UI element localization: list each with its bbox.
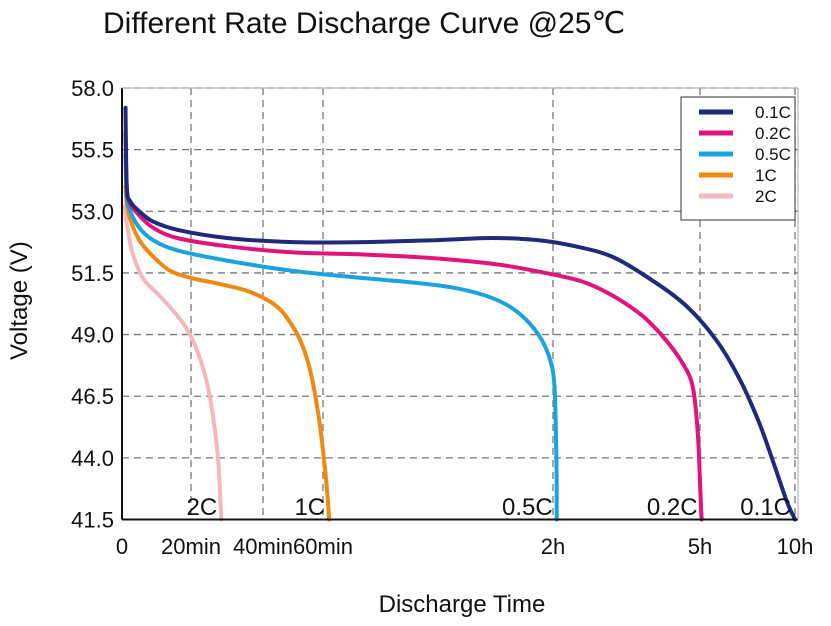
curve-end-label: 1C [294,494,325,521]
legend-item: 0.1C [699,103,791,122]
series-line-0_2C [123,130,704,522]
y-tick-label: 49.0 [71,323,114,348]
x-tick-label: 0 [116,534,128,559]
y-tick-label: 46.5 [71,384,114,409]
y-tick-label: 41.5 [71,508,114,533]
series-line-0_5C [123,152,559,522]
y-tick-label: 51.5 [71,261,114,286]
chart-title: Different Rate Discharge Curve @25℃ [103,7,625,40]
series-line-0_1C [123,105,797,522]
legend-item: 1C [699,166,777,185]
x-tick-label: 5h [688,534,712,559]
y-tick-label: 44.0 [71,446,114,471]
legend-label: 1C [755,166,777,185]
legend-item: 0.5C [699,145,791,164]
series-line-2C [122,204,224,522]
curve-end-labels: 0.1C 0.2C 0.5C 1C 2C [187,494,791,521]
y-tick-label: 58.0 [71,76,114,101]
legend-label: 2C [755,187,777,206]
legend-label: 0.1C [755,103,791,122]
legend-label: 0.5C [755,145,791,164]
y-axis-label: Voltage (V) [6,241,33,360]
legend-label: 0.2C [755,124,791,143]
curve-end-label: 0.5C [502,494,553,521]
legend-box [680,96,796,221]
x-axis-label: Discharge Time [379,591,546,618]
x-tick-label: 60min [293,534,353,559]
y-tick-label: 55.5 [71,138,114,163]
y-tick-label: 53.0 [71,199,114,224]
legend-item: 0.2C [699,124,791,143]
curve-end-label: 2C [187,494,218,521]
x-tick-label: 2h [541,534,565,559]
legend-item: 2C [699,187,777,206]
y-tick-labels: 58.0 55.5 53.0 51.5 49.0 46.5 44.0 41.5 [71,76,114,533]
x-tick-label: 10h [777,534,814,559]
curve-end-label: 0.2C [647,494,698,521]
grid-lines [122,87,798,520]
curve-end-label: 0.1C [740,494,791,521]
x-tick-label: 40min [233,534,293,559]
x-tick-labels: 0 20min 40min 60min 2h 5h 10h [116,534,813,559]
x-tick-label: 20min [161,534,221,559]
series-line-1C [123,184,332,522]
data-series [122,105,797,522]
legend: 0.1C 0.2C 0.5C 1C 2C [680,96,796,221]
